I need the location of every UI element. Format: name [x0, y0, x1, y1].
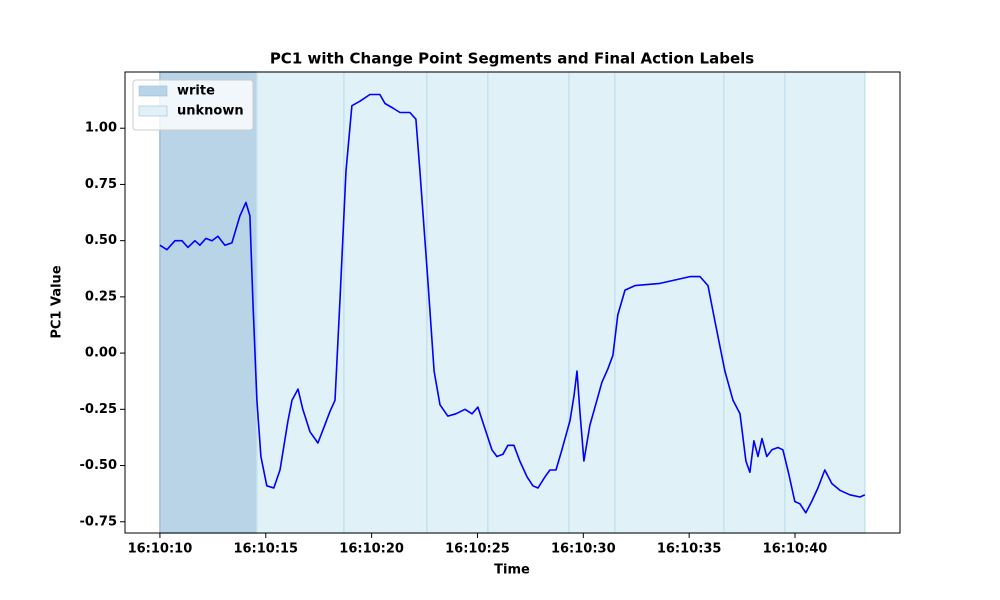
- y-axis-label: PC1 Value: [50, 265, 65, 338]
- legend-swatch: [138, 105, 168, 117]
- y-tick-label: 0.00: [85, 346, 117, 361]
- y-tick-label: 0.75: [85, 177, 117, 192]
- y-tick-label: 1.00: [85, 121, 117, 136]
- segment-span: [723, 71, 786, 534]
- y-tick-label: -0.75: [80, 514, 117, 529]
- chart-title: PC1 with Change Point Segments and Final…: [270, 50, 754, 68]
- y-tick-label: -0.25: [80, 402, 117, 417]
- segment-span: [426, 71, 489, 534]
- segment-span: [784, 71, 866, 534]
- plot-frame: [124, 71, 901, 534]
- legend-label: write: [177, 84, 215, 99]
- segment-span: [256, 71, 345, 534]
- segment-span: [614, 71, 725, 534]
- x-tick-label: 16:10:20: [339, 542, 404, 557]
- segment-span: [159, 71, 258, 534]
- segment-span: [568, 71, 616, 534]
- x-tick-label: 16:10:35: [657, 542, 722, 557]
- x-tick-label: 16:10:40: [763, 542, 828, 557]
- data-line: [159, 93, 866, 514]
- x-tick-label: 16:10:15: [233, 542, 298, 557]
- x-axis-label: Time: [494, 563, 530, 578]
- legend-label: unknown: [177, 104, 244, 119]
- legend-swatch: [138, 85, 168, 97]
- x-tick-label: 16:10:25: [445, 542, 510, 557]
- x-tick-label: 16:10:30: [551, 542, 616, 557]
- y-tick-label: 0.50: [85, 233, 117, 248]
- y-tick-label: 0.25: [85, 289, 117, 304]
- y-tick-label: -0.50: [80, 458, 117, 473]
- x-tick-label: 16:10:10: [128, 542, 193, 557]
- segment-span: [487, 71, 570, 534]
- segment-span: [343, 71, 428, 534]
